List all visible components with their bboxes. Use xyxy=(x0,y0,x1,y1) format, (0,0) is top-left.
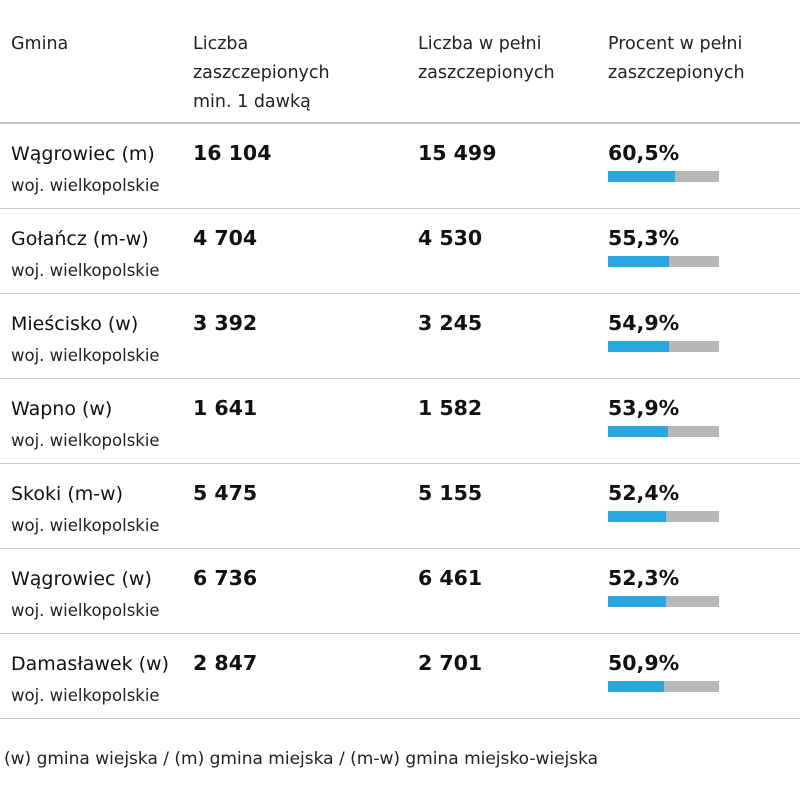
percent-label: 60,5% xyxy=(608,141,680,165)
table-row: Damasławek (w) woj. wielkopolskie 2 847 2 7… xyxy=(0,634,800,719)
voivodeship-label: woj. wielkopolskie xyxy=(11,601,160,620)
voivodeship-label: woj. wielkopolskie xyxy=(11,176,160,195)
min1-dose-count: 1 641 xyxy=(193,396,258,420)
footnote-legend: (w) gmina wiejska / (m) gmina miejska / … xyxy=(4,749,599,769)
percent-label: 50,9% xyxy=(608,651,680,675)
gmina-name: Skoki (m-w) xyxy=(11,483,124,505)
percent-bar-track xyxy=(608,511,719,522)
min1-dose-count: 2 847 xyxy=(193,651,258,675)
table-header: Gmina Liczba zaszczepionych min. 1 dawką… xyxy=(0,0,800,124)
min1-dose-count: 4 704 xyxy=(193,226,258,250)
percent-bar-track xyxy=(608,596,719,607)
percent-label: 55,3% xyxy=(608,226,680,250)
gmina-name: Damasławek (w) xyxy=(11,653,170,675)
fully-vaccinated-count: 6 461 xyxy=(418,566,483,590)
table-row: Mieścisko (w) woj. wielkopolskie 3 392 3 24… xyxy=(0,294,800,379)
percent-bar-track xyxy=(608,681,719,692)
min1-dose-count: 6 736 xyxy=(193,566,258,590)
table-body: Wągrowiec (m) woj. wielkopolskie 16 104 15 … xyxy=(0,124,800,719)
percent-bar-fill xyxy=(608,426,668,437)
voivodeship-label: woj. wielkopolskie xyxy=(11,686,160,705)
voivodeship-label: woj. wielkopolskie xyxy=(11,431,160,450)
gmina-name: Wapno (w) xyxy=(11,398,113,420)
min1-dose-count: 16 104 xyxy=(193,141,272,165)
header-gmina: Gmina xyxy=(11,34,69,54)
percent-label: 52,4% xyxy=(608,481,680,505)
header-full-line: zaszczepionych xyxy=(418,63,555,83)
header-pct-line: zaszczepionych xyxy=(608,63,745,83)
fully-vaccinated-count: 1 582 xyxy=(418,396,483,420)
percent-label: 54,9% xyxy=(608,311,680,335)
percent-bar-fill xyxy=(608,511,667,522)
gmina-name: Gołańcz (m-w) xyxy=(11,228,149,250)
table-row: Wapno (w) woj. wielkopolskie 1 641 1 582 53,… xyxy=(0,379,800,464)
percent-label: 53,9% xyxy=(608,396,680,420)
table-row: Wągrowiec (m) woj. wielkopolskie 16 104 15 … xyxy=(0,124,800,209)
voivodeship-label: woj. wielkopolskie xyxy=(11,346,160,365)
gmina-name: Wągrowiec (m) xyxy=(11,143,155,165)
header-percent-fully: Procent w pełni zaszczepionych xyxy=(608,30,798,88)
percent-bar-fill xyxy=(608,596,667,607)
header-fully-vaccinated: Liczba w pełni zaszczepionych xyxy=(418,30,588,88)
gmina-name: Wągrowiec (w) xyxy=(11,568,152,590)
percent-bar-fill xyxy=(608,681,665,692)
table-row: Skoki (m-w) woj. wielkopolskie 5 475 5 155 5… xyxy=(0,464,800,549)
voivodeship-label: woj. wielkopolskie xyxy=(11,516,160,535)
fully-vaccinated-count: 4 530 xyxy=(418,226,483,250)
percent-bar-track xyxy=(608,341,719,352)
fully-vaccinated-count: 2 701 xyxy=(418,651,483,675)
table-row: Gołańcz (m-w) woj. wielkopolskie 4 704 4 53… xyxy=(0,209,800,294)
vaccination-table: Gmina Liczba zaszczepionych min. 1 dawką… xyxy=(0,0,800,719)
fully-vaccinated-count: 3 245 xyxy=(418,311,483,335)
percent-bar-track xyxy=(608,426,719,437)
min1-dose-count: 5 475 xyxy=(193,481,258,505)
header-full-line: Liczba w pełni xyxy=(418,34,542,54)
fully-vaccinated-count: 5 155 xyxy=(418,481,483,505)
percent-bar-track xyxy=(608,256,719,267)
header-min1-line: Liczba xyxy=(193,34,249,54)
fully-vaccinated-count: 15 499 xyxy=(418,141,497,165)
min1-dose-count: 3 392 xyxy=(193,311,258,335)
percent-bar-track xyxy=(608,171,719,182)
voivodeship-label: woj. wielkopolskie xyxy=(11,261,160,280)
percent-bar-fill xyxy=(608,171,676,182)
percent-bar-fill xyxy=(608,341,669,352)
table-row: Wągrowiec (w) woj. wielkopolskie 6 736 6 46… xyxy=(0,549,800,634)
header-min1-line: min. 1 dawką xyxy=(193,92,311,112)
percent-label: 52,3% xyxy=(608,566,680,590)
header-pct-line: Procent w pełni xyxy=(608,34,743,54)
percent-bar-fill xyxy=(608,256,670,267)
header-min1-dose: Liczba zaszczepionych min. 1 dawką xyxy=(193,30,383,117)
header-min1-line: zaszczepionych xyxy=(193,63,330,83)
gmina-name: Mieścisko (w) xyxy=(11,313,139,335)
